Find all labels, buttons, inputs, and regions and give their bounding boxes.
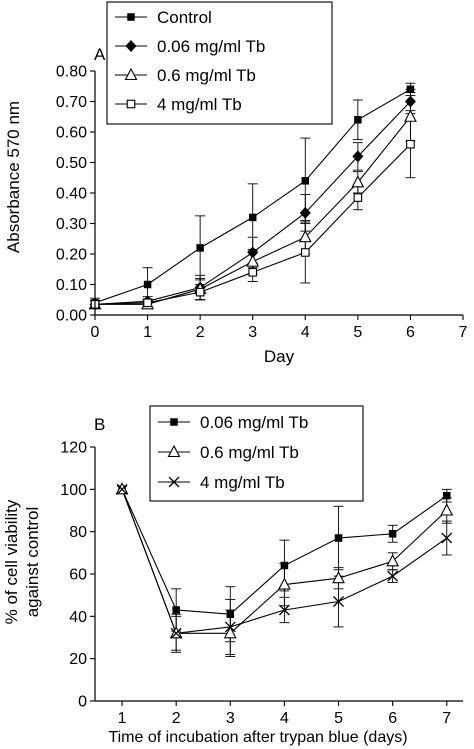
chart-a-x-tick-label-1: 1 bbox=[143, 324, 152, 341]
chart-b-x-tick-label-1: 1 bbox=[118, 710, 127, 727]
chart-a-panel-label: A bbox=[94, 45, 106, 64]
chart-a-legend: Control 0.06 mg/ml Tb 0.6 mg/ml Tb 4 mg/ml … bbox=[106, 1, 333, 125]
chart-b-error-bars bbox=[117, 485, 452, 657]
chart-b-series-0-6-mg-ml-tb-point-3 bbox=[278, 577, 291, 590]
chart-b-series-0-6-mg-ml-tb-point-2 bbox=[223, 626, 237, 639]
chart-a-series-control-point-5 bbox=[354, 116, 362, 124]
chart-a-y-tick-label-0-10: 0.10 bbox=[56, 277, 87, 294]
chart-b-legend-0-06-mg-ml-tb-marker bbox=[170, 418, 178, 426]
chart-a-legend-0-06-mg-ml-tb-label: 0.06 mg/ml Tb bbox=[157, 37, 265, 56]
chart-b-series-0-6-mg-ml-tb-point-6 bbox=[440, 503, 454, 516]
chart-b-series-0-06-mg-ml-tb-point-2 bbox=[226, 610, 235, 618]
chart-b-markers bbox=[115, 482, 454, 639]
chart-a-y-tick-label-0-20: 0.20 bbox=[56, 247, 87, 264]
chart-b-series-0-06-mg-ml-tb-point-1 bbox=[172, 606, 180, 614]
chart-a-series-0-6-mg-ml-tb-point-6 bbox=[404, 109, 417, 122]
chart-a-y-tick-label-0-60: 0.60 bbox=[56, 125, 87, 142]
chart-b-x-tick-label-3: 3 bbox=[226, 710, 235, 727]
chart-b-x-tick-label-7: 7 bbox=[442, 710, 451, 727]
chart-a-series-0-06-mg-ml-tb-point-3 bbox=[247, 246, 259, 259]
chart-a-series-control-point-1 bbox=[143, 280, 152, 289]
chart-a-legend-0-06-mg-ml-tb-marker bbox=[125, 40, 137, 52]
chart-a-x-axis-label: Day bbox=[264, 347, 295, 366]
chart-panel-a: 0 1 2 3 4 5 6 7 0.00 0.10 0.20 0.30 0.40 0.50 0.60 0.70… bbox=[4, 1, 468, 366]
chart-a-y-tick-label-0-80: 0.80 bbox=[56, 64, 87, 81]
chart-b-axes: 1 2 3 4 5 6 7 0 20 40 60 80 100 120 bbox=[60, 440, 463, 727]
chart-b-series-4-mg-ml-tb-point-2 bbox=[224, 621, 236, 633]
chart-b-series-0-06-mg-ml-tb-point-4 bbox=[334, 534, 343, 542]
chart-b-series-4-mg-ml-tb-point-3 bbox=[278, 604, 290, 616]
chart-b-x-tick-label-4: 4 bbox=[280, 710, 289, 727]
chart-a-x-tick-label-3: 3 bbox=[248, 324, 257, 341]
chart-b-series-4-mg-ml-tb-point-4 bbox=[333, 596, 344, 607]
chart-a-legend-4-mg-ml-tb-marker bbox=[126, 99, 136, 109]
chart-b-y-tick-label-40: 40 bbox=[69, 609, 87, 626]
chart-b-series-4-mg-ml-tb-point-0 bbox=[116, 483, 128, 495]
chart-b-y-tick-label-20: 20 bbox=[69, 651, 87, 668]
chart-a-legend-0-6-mg-ml-tb-marker bbox=[124, 67, 138, 81]
chart-a-series-4-mg-ml-tb-point-5 bbox=[353, 193, 363, 202]
chart-b-series-0-6-mg-ml-tb-point-5 bbox=[386, 554, 400, 567]
chart-a-x-tick-label-7: 7 bbox=[459, 324, 468, 341]
chart-a-y-axis-label: Absorbance 570 nm bbox=[4, 101, 23, 253]
chart-b-x-tick-label-6: 6 bbox=[388, 710, 397, 727]
chart-a-series-4-mg-ml-tb-point-2 bbox=[195, 287, 205, 297]
chart-a-y-tick-label-0-30: 0.30 bbox=[56, 216, 87, 233]
chart-b-y-tick-label-60: 60 bbox=[69, 567, 87, 584]
chart-a-x-tick-label-6: 6 bbox=[406, 324, 415, 341]
chart-b-legend-0-06-mg-ml-tb-label: 0.06 mg/ml Tb bbox=[200, 413, 308, 432]
chart-b-series-0-06-mg-ml-tb-point-3 bbox=[280, 561, 289, 570]
chart-b-series-4-mg-ml-tb-point-6 bbox=[441, 532, 453, 544]
chart-panel-b: 1 2 3 4 5 6 7 0 20 40 60 80 100 120 B Time of incubat… bbox=[2, 405, 463, 746]
chart-a-series-0-6-mg-ml-tb-point-5 bbox=[351, 175, 365, 188]
chart-a-x-tick-label-4: 4 bbox=[301, 324, 310, 341]
chart-b-legend-0-6-mg-ml-tb-label: 0.6 mg/ml Tb bbox=[200, 443, 299, 462]
chart-a-axes: 0 1 2 3 4 5 6 7 0.00 0.10 0.20 0.30 0.40 0.50 0.60 0.70… bbox=[56, 64, 468, 342]
chart-a-series-control-point-3 bbox=[248, 213, 257, 222]
chart-a-series-0-06-mg-ml-tb-point-4 bbox=[299, 206, 311, 219]
chart-b-legend-4-mg-ml-tb-label: 4 mg/ml Tb bbox=[200, 473, 285, 492]
chart-b-x-tick-label-2: 2 bbox=[172, 710, 181, 727]
chart-a-series-0-6-mg-ml-tb-point-4 bbox=[298, 230, 312, 243]
chart-a-series-control-point-6 bbox=[406, 85, 415, 94]
chart-a-series-4-mg-ml-tb-point-4 bbox=[300, 248, 310, 257]
chart-a-series-0-06-mg-ml-tb-point-5 bbox=[352, 150, 364, 163]
chart-b-y-tick-label-0: 0 bbox=[78, 694, 87, 711]
chart-b-legend-4-mg-ml-tb-marker bbox=[168, 476, 180, 488]
chart-b-y-tick-label-100: 100 bbox=[60, 482, 87, 499]
chart-b-series-0-06-mg-ml-tb-point-5 bbox=[388, 530, 397, 538]
chart-b-legend: 0.06 mg/ml Tb 0.6 mg/ml Tb 4 mg/ml Tb bbox=[149, 405, 364, 502]
chart-b-y-tick-label-120: 120 bbox=[60, 440, 87, 457]
chart-b-series-4-mg-ml-tb-point-5 bbox=[387, 570, 399, 582]
chart-b-y-axis-label-line1: % of cell viability bbox=[2, 499, 21, 624]
chart-b-x-axis-label: Time of incubation after trypan blue (da… bbox=[108, 729, 407, 746]
chart-a-y-tick-label-0-40: 0.40 bbox=[56, 186, 87, 203]
chart-b-y-tick-label-80: 80 bbox=[69, 524, 87, 541]
chart-a-series-control-point-2 bbox=[196, 244, 204, 252]
chart-b-legend-0-6-mg-ml-tb-marker bbox=[167, 444, 181, 458]
chart-a-series-4-mg-ml-tb-point-1 bbox=[143, 298, 152, 308]
chart-a-y-tick-label-0-70: 0.70 bbox=[56, 94, 87, 111]
chart-a-x-tick-label-0: 0 bbox=[91, 324, 100, 341]
chart-a-legend-control-marker bbox=[127, 13, 135, 21]
chart-a-y-tick-label-0-00: 0.00 bbox=[56, 308, 87, 325]
chart-b-series-0-6-mg-ml-tb-point-4 bbox=[332, 571, 345, 584]
chart-b-series-4-mg-ml-tb-point-1 bbox=[170, 627, 182, 639]
chart-a-series-4-mg-ml-tb-point-6 bbox=[406, 139, 415, 149]
chart-b-series-0-06-mg-ml-tb-point-6 bbox=[443, 491, 451, 500]
chart-a-series-0-6-mg-ml-tb-point-3 bbox=[246, 254, 260, 267]
chart-a-series-0-06-mg-ml-tb-point-6 bbox=[404, 95, 416, 108]
chart-a-legend-0-6-mg-ml-tb-label: 0.6 mg/ml Tb bbox=[157, 66, 256, 85]
chart-b-x-tick-label-5: 5 bbox=[334, 710, 343, 727]
chart-a-series-4-mg-ml-tb-point-3 bbox=[248, 267, 258, 277]
chart-b-panel-label: B bbox=[94, 415, 105, 434]
chart-a-x-tick-label-2: 2 bbox=[196, 324, 205, 341]
chart-a-y-tick-label-0-50: 0.50 bbox=[56, 155, 87, 172]
chart-a-legend-4-mg-ml-tb-label: 4 mg/ml Tb bbox=[157, 95, 242, 114]
chart-a-legend-control-label: Control bbox=[157, 8, 212, 27]
chart-a-series-control-point-4 bbox=[301, 177, 310, 185]
chart-a-x-tick-label-5: 5 bbox=[353, 324, 362, 341]
chart-b-y-axis-label-line2: against control bbox=[23, 507, 42, 618]
